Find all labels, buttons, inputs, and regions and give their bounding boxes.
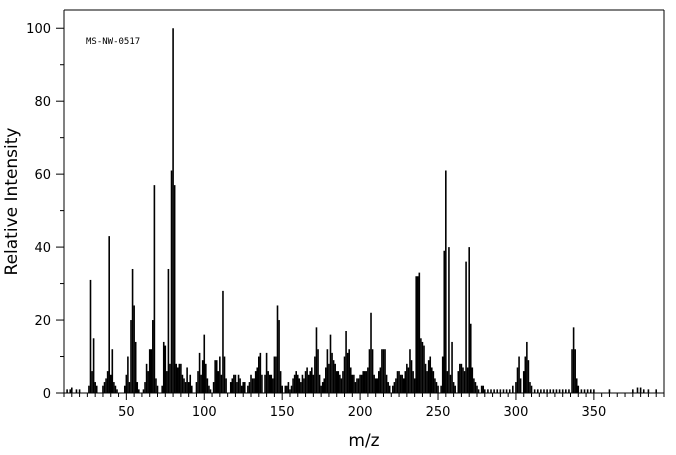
y-tick-label: 80: [34, 95, 51, 110]
x-tick-label: 200: [348, 405, 373, 420]
peak-series: [66, 28, 658, 393]
y-axis-ticks: 0 20 40 60 80 100: [26, 22, 64, 402]
y-tick-label: 20: [34, 314, 51, 329]
x-axis-ticks: 50 100 150 200 250 300 350: [63, 393, 665, 420]
y-axis-title: Relative Intensity: [2, 128, 22, 276]
x-tick-label: 150: [270, 405, 295, 420]
y-tick-label: 60: [34, 168, 51, 183]
y-tick-label: 40: [34, 241, 51, 256]
y-tick-label: 0: [43, 387, 51, 402]
x-tick-label: 100: [192, 405, 217, 420]
spectrum-id-annotation: MS-NW-0517: [86, 37, 140, 47]
x-tick-label: 300: [504, 405, 529, 420]
x-tick-label: 250: [426, 405, 451, 420]
x-axis-title: m/z: [348, 431, 379, 451]
x-tick-label: 350: [581, 405, 606, 420]
x-tick-label: 50: [118, 405, 135, 420]
y-tick-label: 100: [26, 22, 51, 37]
